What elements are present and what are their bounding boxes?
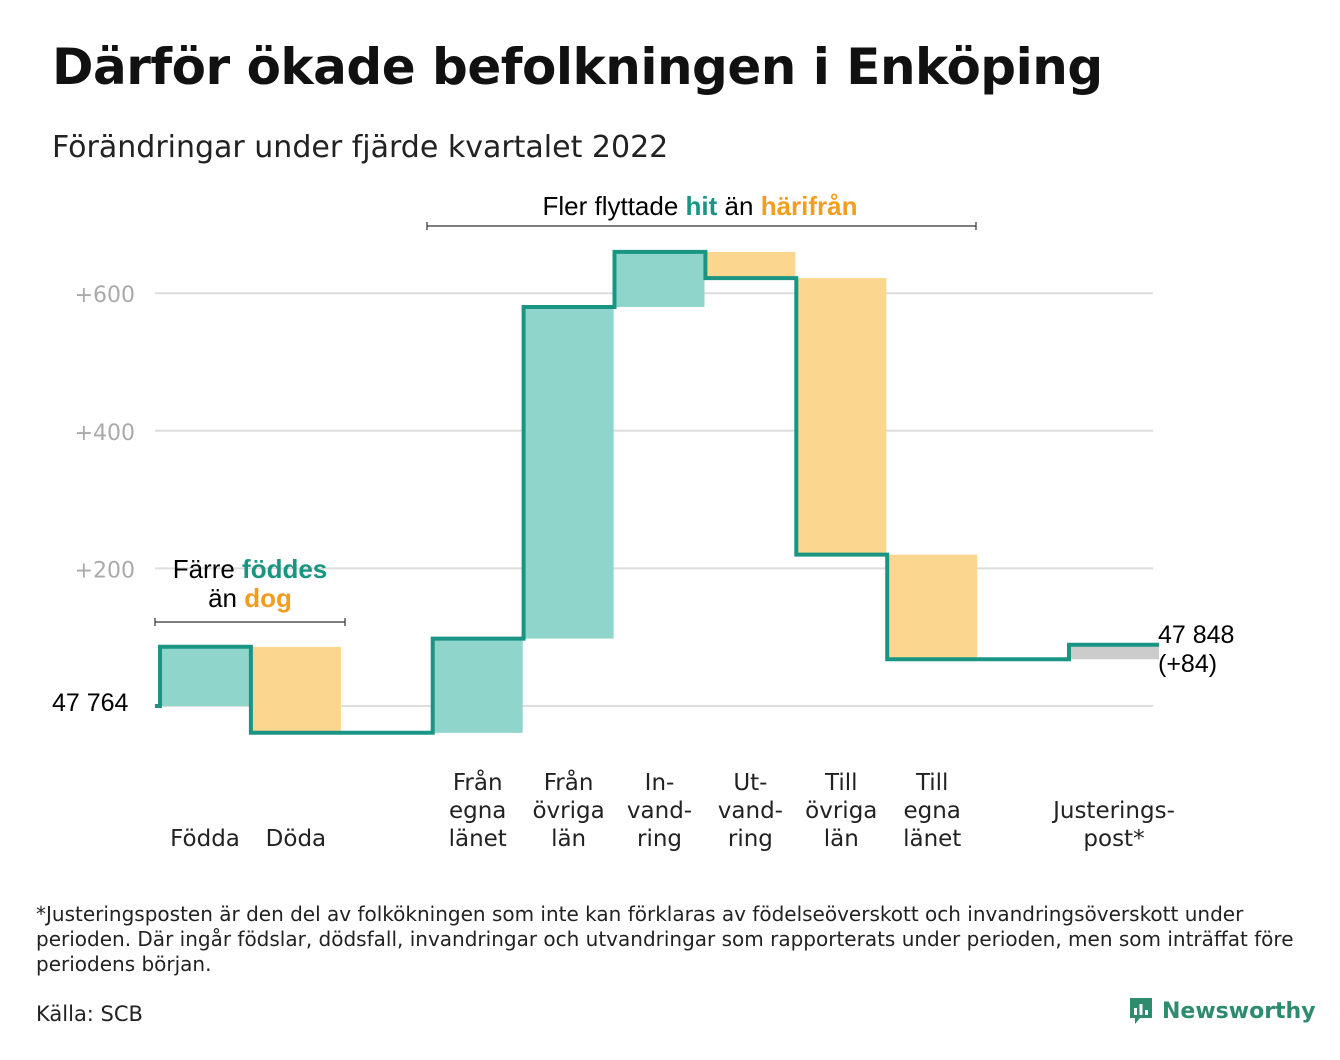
y-tick-label: +400 <box>75 421 135 446</box>
gridlines <box>155 292 1153 707</box>
bar-1 <box>250 646 341 733</box>
y-tick-labels: +200 +400 +600 <box>75 283 135 583</box>
x-tick-label: Ut- <box>733 770 767 796</box>
end-value-label: 47 848 <box>1158 621 1234 649</box>
x-tick-label: Födda <box>170 826 240 852</box>
footnote: *Justeringsposten är den del av folkökni… <box>36 902 1294 976</box>
x-tick-label: Döda <box>266 826 326 852</box>
bar-4 <box>523 306 614 639</box>
bars <box>160 251 1159 733</box>
svg-text:än dog: än dog <box>208 583 292 613</box>
x-tick-label: Till <box>824 770 858 796</box>
migration-text-harifran: härifrån <box>761 191 858 221</box>
brand-name: Newsworthy <box>1162 998 1316 1024</box>
x-tick-label: länet <box>449 826 507 852</box>
svg-text:Fler flyttade hit än härifrån: Fler flyttade hit än härifrån <box>542 191 857 221</box>
bar-8 <box>887 554 978 660</box>
births-text-pre2: än <box>208 583 244 613</box>
bar-10 <box>1069 644 1159 660</box>
x-tick-label: länet <box>903 826 961 852</box>
migration-text-pre: Fler flyttade <box>542 191 685 221</box>
births-text-dog: dog <box>244 583 292 613</box>
births-text-foddes: föddes <box>242 554 327 584</box>
migration-text-mid: än <box>717 191 760 221</box>
chart-subtitle: Förändringar under fjärde kvartalet 2022 <box>52 130 669 165</box>
bar-5 <box>614 251 705 307</box>
x-tick-label: Från <box>453 768 503 796</box>
births-text-pre: Färre <box>173 554 242 584</box>
bar-3 <box>432 638 523 733</box>
x-tick-label: vand- <box>718 798 783 824</box>
y-tick-label: +200 <box>75 558 135 583</box>
x-tick-label: län <box>824 826 859 852</box>
x-tick-label: övriga <box>805 798 877 824</box>
brand-logo: Newsworthy <box>1128 996 1316 1026</box>
x-tick-label: ring <box>637 826 682 852</box>
newsworthy-logo-icon <box>1130 998 1152 1024</box>
x-tick-label: Från <box>544 768 594 796</box>
bar-0 <box>160 646 250 706</box>
x-tick-label: ring <box>728 826 773 852</box>
migration-annotation: Fler flyttade hit än härifrån <box>426 191 977 230</box>
x-tick-label: In- <box>645 770 675 796</box>
x-tick-label: län <box>551 826 586 852</box>
x-tick-label: övriga <box>532 798 604 824</box>
migration-text-hit: hit <box>686 191 718 221</box>
x-tick-label: Justerings- <box>1051 798 1175 824</box>
svg-text:Färre föddes: Färre föddes <box>173 554 328 584</box>
x-tick-label: egna <box>903 798 960 824</box>
bar-7 <box>796 278 887 555</box>
end-change-label: (+84) <box>1158 650 1217 678</box>
bar-6 <box>705 251 796 279</box>
x-tick-label: vand- <box>627 798 692 824</box>
x-tick-label: Till <box>915 770 949 796</box>
x-tick-label: egna <box>449 798 506 824</box>
y-tick-label: +600 <box>75 283 135 308</box>
births-annotation: Färre föddes än dog <box>154 554 346 626</box>
cumulative-step-line <box>155 249 1159 735</box>
x-category-labels: Födda DödaFrånegnalänetFrånövrigalänIn-va… <box>170 768 1175 852</box>
chart-title: Därför ökade befolkningen i Enköping <box>52 38 1103 96</box>
start-value-label: 47 764 <box>52 689 129 717</box>
x-tick-label: post* <box>1083 826 1144 852</box>
source-label: Källa: SCB <box>36 1002 143 1026</box>
